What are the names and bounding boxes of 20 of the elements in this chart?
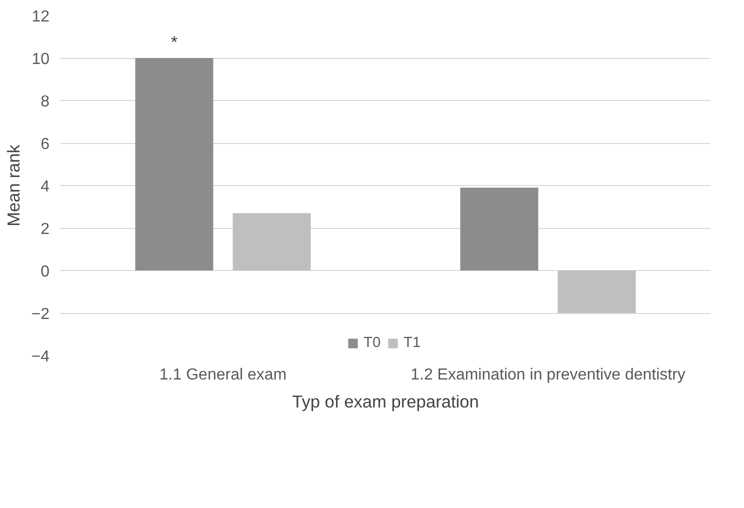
x-axis-title: Typ of exam preparation <box>292 392 479 412</box>
y-tick-label: −2 <box>31 306 50 323</box>
bar <box>232 213 311 270</box>
legend-label: T0 <box>364 335 382 351</box>
y-tick-label: 2 <box>40 221 50 238</box>
y-tick-label: 0 <box>40 264 50 280</box>
legend-label: T1 <box>404 335 422 351</box>
y-tick-label: −4 <box>31 348 50 366</box>
x-tick-label: 1.1 General exam <box>159 366 287 384</box>
y-tick-label: 8 <box>40 94 50 110</box>
annotation: * <box>170 32 178 52</box>
x-tick-label: 1.2 Examination in preventive dentistry <box>410 366 686 384</box>
y-tick-label: 12 <box>32 8 50 26</box>
bar <box>460 188 538 270</box>
y-axis-title: Mean rank <box>3 144 24 226</box>
y-tick-label: 4 <box>40 178 50 196</box>
y-tick-label: 6 <box>40 136 50 153</box>
bar <box>558 270 636 313</box>
y-tick-label: 10 <box>32 51 50 68</box>
bar <box>135 58 214 270</box>
